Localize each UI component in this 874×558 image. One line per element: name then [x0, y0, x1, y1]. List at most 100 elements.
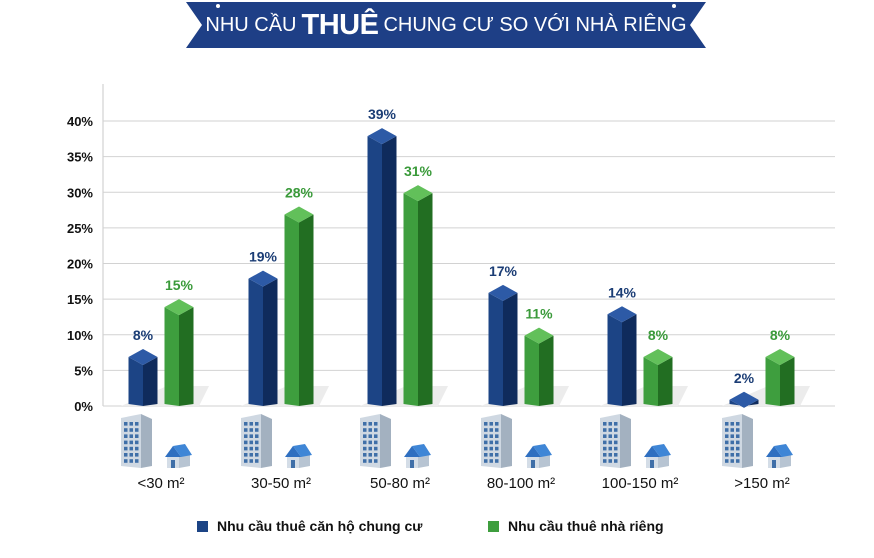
apartment-window — [129, 446, 133, 451]
apartment-window — [135, 422, 139, 426]
apartment-window — [730, 459, 734, 463]
bar-house-side-0 — [179, 307, 194, 406]
apartment-window — [129, 459, 133, 463]
title-suffix: CHUNG CƯ SO VỚI NHÀ RIÊNG — [383, 13, 687, 36]
house-door — [531, 460, 535, 468]
house-roof-front — [404, 446, 420, 457]
title-prefix: NHU CẦU — [205, 13, 297, 36]
apartment-window — [249, 453, 253, 457]
apartment-window — [363, 459, 367, 463]
apartment-window — [725, 459, 729, 463]
apartment-window — [489, 459, 493, 463]
house-roof-side — [293, 444, 312, 457]
bar-apartment-side-3 — [503, 292, 518, 406]
apartment-window — [608, 440, 612, 445]
bar-apartment-4 — [607, 314, 622, 406]
house-roof-front — [525, 446, 541, 457]
apartment-window — [374, 446, 378, 451]
y-tick-label: 40% — [67, 114, 93, 129]
house-roof-front — [644, 446, 660, 457]
apartment-window — [495, 434, 499, 438]
apartment-window — [124, 440, 128, 445]
apartment-window — [614, 434, 618, 438]
apartment-window — [255, 440, 259, 445]
bar-apartment-0 — [128, 357, 143, 406]
apartment-window — [368, 422, 372, 426]
bar-house-2 — [403, 193, 418, 406]
apartment-window — [135, 446, 139, 451]
apartment-window — [374, 453, 378, 457]
apartment-window — [363, 428, 367, 432]
y-tick-label: 25% — [67, 221, 93, 236]
house-wall-side — [539, 454, 550, 468]
apartment-window — [736, 434, 740, 438]
bar-apartment-side-2 — [382, 136, 397, 406]
bar-apartment-top-0 — [128, 349, 158, 365]
apartment-window — [484, 459, 488, 463]
apartment-building-side — [742, 414, 753, 468]
apartment-window — [135, 440, 139, 445]
apartment-window — [736, 440, 740, 445]
apartment-window — [603, 453, 607, 457]
apartment-window — [368, 453, 372, 457]
apartment-window — [608, 459, 612, 463]
apartment-window — [124, 434, 128, 438]
house-door — [650, 460, 654, 468]
apartment-window — [124, 459, 128, 463]
y-tick-label: 0% — [74, 399, 93, 414]
apartment-window — [614, 459, 618, 463]
apartment-window — [484, 440, 488, 445]
apartment-window — [489, 446, 493, 451]
legend-item-apartment: Nhu cầu thuê căn hộ chung cư — [197, 518, 422, 534]
apartment-window — [255, 459, 259, 463]
apartment-window — [374, 440, 378, 445]
apartment-window — [244, 453, 248, 457]
bar-house-4 — [643, 357, 658, 406]
apartment-window — [368, 434, 372, 438]
apartment-window — [135, 453, 139, 457]
title-banner — [186, 2, 706, 48]
apartment-building-side — [620, 414, 631, 468]
house-roof-side — [774, 444, 793, 457]
apartment-window — [255, 422, 259, 426]
apartment-window — [603, 434, 607, 438]
bar-apartment-top-3 — [488, 284, 518, 301]
bar-house-top-1 — [284, 206, 314, 223]
apartment-window — [244, 459, 248, 463]
legend-swatch-house — [488, 520, 499, 532]
bar-house-top-3 — [524, 327, 554, 344]
x-tick-label: 100-150 m² — [601, 475, 679, 492]
y-tick-label: 15% — [67, 292, 93, 307]
apartment-window — [608, 434, 612, 438]
data-label-house-1: 28% — [285, 185, 314, 201]
apartment-window — [484, 434, 488, 438]
apartment-window — [614, 428, 618, 432]
apartment-window — [603, 428, 607, 432]
apartment-window — [725, 434, 729, 438]
x-tick-label: <30 m² — [137, 475, 185, 492]
data-label-house-4: 8% — [648, 327, 669, 343]
apartment-window — [124, 453, 128, 457]
data-label-apartment-3: 17% — [489, 263, 518, 279]
bar-apartment-1 — [248, 278, 263, 406]
y-tick-label: 30% — [67, 185, 93, 200]
apartment-window — [484, 428, 488, 432]
bar-apartment-2 — [367, 136, 382, 406]
x-tick-label: 30-50 m² — [250, 475, 312, 492]
bar-house-top-0 — [164, 299, 194, 316]
bar-apartment-top-1 — [248, 270, 278, 287]
chart-title: NHU CẦU THUÊ CHUNG CƯ SO VỚI NHÀ RIÊNG — [186, 2, 706, 48]
house-wall-side — [299, 454, 310, 468]
apartment-window — [249, 434, 253, 438]
apartment-window — [603, 440, 607, 445]
apartment-window — [249, 422, 253, 426]
apartment-window — [489, 440, 493, 445]
house-roof-front — [766, 446, 782, 457]
apartment-window — [730, 434, 734, 438]
bar-apartment-top-5 — [729, 391, 759, 408]
apartment-window — [368, 440, 372, 445]
house-roof-side — [652, 444, 671, 457]
data-label-house-2: 31% — [404, 163, 433, 179]
